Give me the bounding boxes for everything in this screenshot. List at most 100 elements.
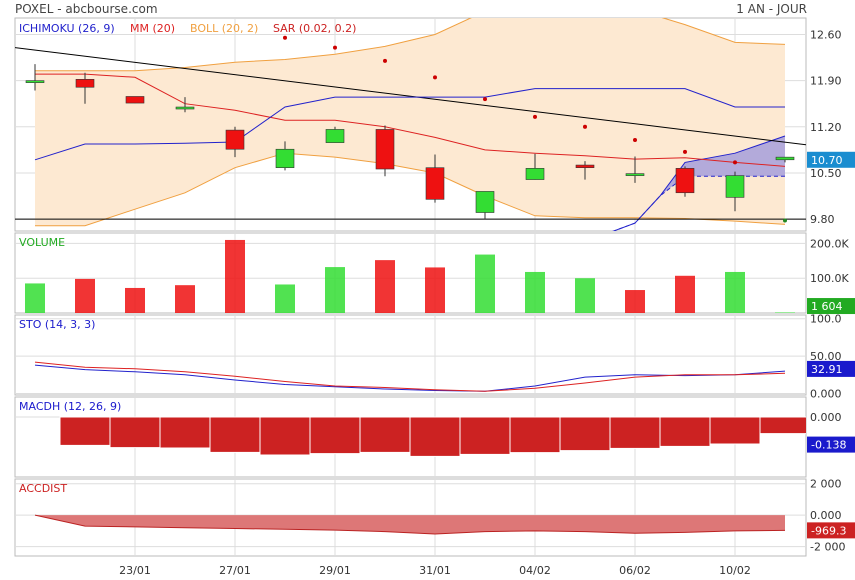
sto-last-value: 32.91 bbox=[811, 363, 843, 376]
candle-body bbox=[25, 80, 45, 83]
bollinger-lower-line bbox=[35, 152, 786, 227]
volume-bar bbox=[575, 278, 595, 313]
legend-ichimoku: ICHIMOKU (26, 9) bbox=[19, 22, 115, 35]
volume-bar bbox=[325, 267, 345, 313]
candle-body bbox=[275, 148, 295, 168]
candle-body bbox=[775, 156, 795, 161]
macdh-bar bbox=[209, 416, 261, 453]
x-tick-label: 23/01 bbox=[119, 564, 151, 577]
volume-bar bbox=[725, 271, 745, 313]
y-tick-label: 10.50 bbox=[810, 167, 842, 180]
macdh-bar bbox=[259, 416, 311, 456]
volume-bar bbox=[675, 275, 695, 313]
period-label: 1 AN - JOUR bbox=[736, 2, 807, 16]
volume-bar bbox=[275, 284, 295, 313]
chart-header: POXEL - abcbourse.com 1 AN - JOUR bbox=[0, 0, 855, 16]
y-tick-label: 200.0K bbox=[810, 237, 849, 250]
volume-bar bbox=[125, 287, 145, 313]
y-tick-label: 9.80 bbox=[810, 213, 835, 226]
x-tick-label: 31/01 bbox=[419, 564, 451, 577]
candle-body bbox=[325, 129, 345, 143]
macdh-bar bbox=[409, 416, 461, 457]
legend-sto: STO (14, 3, 3) bbox=[19, 318, 95, 331]
legend-sar: SAR (0.02, 0.2) bbox=[273, 22, 356, 35]
x-tick-label: 06/02 bbox=[619, 564, 651, 577]
x-tick-label: 04/02 bbox=[519, 564, 551, 577]
sto-last-value-bg bbox=[807, 360, 855, 377]
sar-dot bbox=[333, 45, 337, 50]
candle bbox=[675, 166, 695, 197]
candle bbox=[225, 126, 245, 158]
y-tick-label: 0.000 bbox=[810, 509, 842, 522]
sar-dot bbox=[483, 97, 487, 102]
candle bbox=[775, 156, 795, 163]
volume-bar bbox=[25, 283, 45, 313]
macdh-bar bbox=[59, 416, 111, 446]
legend-boll: BOLL (20, 2) bbox=[190, 22, 258, 35]
volume-bar bbox=[625, 290, 645, 313]
moving-average-line bbox=[35, 73, 786, 167]
volume-last-value-bg bbox=[807, 298, 855, 315]
volume-bar bbox=[175, 285, 195, 313]
price-last-value-bg bbox=[807, 151, 855, 168]
sto-k-line bbox=[34, 364, 786, 392]
y-tick-label: 100.0K bbox=[810, 272, 849, 285]
candle bbox=[625, 156, 645, 183]
candle-body bbox=[525, 168, 545, 180]
sar-dot bbox=[533, 114, 537, 119]
y-tick-label: 0.000 bbox=[810, 411, 842, 424]
sto-panel bbox=[34, 361, 786, 392]
y-tick-label: 11.90 bbox=[810, 75, 842, 88]
y-tick-label: 50.00 bbox=[810, 350, 842, 363]
macd-panel bbox=[59, 416, 806, 457]
candle bbox=[275, 141, 295, 171]
candle bbox=[425, 154, 445, 203]
candle-body bbox=[475, 191, 495, 213]
accdist-last-value-bg bbox=[807, 522, 855, 539]
sar-dot bbox=[283, 35, 287, 40]
symbol-title: POXEL - abcbourse.com bbox=[15, 2, 158, 16]
macdh-bar bbox=[609, 416, 661, 449]
candle-body bbox=[625, 173, 645, 176]
macdh-bar bbox=[659, 416, 711, 447]
axis-labels: 23/01 27/01 29/01 31/01 04/02 06/02 10/02 12.60… bbox=[119, 28, 855, 577]
candle-body bbox=[175, 106, 195, 110]
y-tick-label: 12.60 bbox=[810, 28, 842, 41]
sar-dot bbox=[583, 124, 587, 129]
macdh-bar bbox=[709, 416, 761, 445]
sar-dot bbox=[733, 160, 737, 165]
y-tick-label: 11.20 bbox=[810, 121, 842, 134]
candle-body bbox=[675, 168, 695, 194]
accdist-panel-frame bbox=[14, 478, 807, 557]
macdh-last-value: -0.138 bbox=[811, 439, 846, 452]
candle bbox=[75, 72, 95, 104]
x-tick-label: 10/02 bbox=[719, 564, 751, 577]
accdist-line bbox=[34, 514, 786, 535]
sar-dot bbox=[433, 75, 437, 80]
volume-bar bbox=[775, 312, 795, 313]
macdh-bar bbox=[309, 416, 361, 455]
price-panel-frame bbox=[14, 17, 807, 232]
ichimoku-tenkan-line bbox=[34, 88, 785, 161]
candle-body bbox=[125, 96, 145, 104]
sar-dot bbox=[683, 149, 687, 154]
macdh-bar bbox=[509, 416, 561, 454]
ichimoku-span-b-line bbox=[612, 175, 785, 231]
trend-line bbox=[15, 47, 806, 146]
macdh-bar bbox=[109, 416, 161, 449]
legend-macdh: MACDH (12, 26, 9) bbox=[19, 400, 121, 413]
macdh-bar bbox=[359, 416, 411, 453]
x-tick-label: 29/01 bbox=[319, 564, 351, 577]
macdh-last-value-bg bbox=[807, 436, 855, 453]
volume-panel bbox=[25, 239, 795, 313]
candle-body bbox=[225, 129, 245, 150]
y-tick-label: 0.000 bbox=[810, 388, 842, 401]
accdist-panel bbox=[34, 514, 786, 535]
legend-mm: MM (20) bbox=[130, 22, 175, 35]
macdh-bar bbox=[459, 416, 511, 455]
candle bbox=[725, 171, 745, 212]
y-tick-label: -2 000 bbox=[810, 541, 845, 554]
candle-body bbox=[75, 79, 95, 88]
volume-bar bbox=[525, 271, 545, 313]
